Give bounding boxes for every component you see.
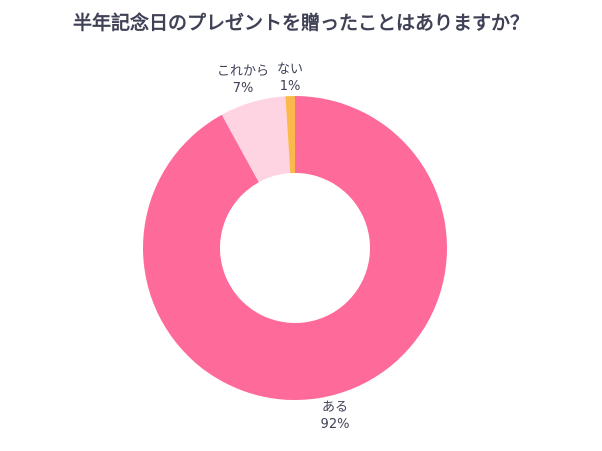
slice-label-0: ある — [322, 400, 348, 415]
slice-value-label-2: 1% — [280, 79, 301, 94]
labels-group: ある 92% これから 7% ない 1% — [217, 62, 349, 432]
chart-title: 半年記念日のプレゼントを贈ったことはありますか？ — [73, 11, 529, 34]
slice-label-2: ない — [277, 62, 303, 77]
slice-label-1: これから — [217, 64, 269, 79]
slice-1 — [221, 96, 291, 183]
slice-0 — [142, 96, 447, 400]
slice-value-label-1: 7% — [233, 81, 254, 96]
slices-group — [142, 96, 447, 400]
slice-value-label-0: 92% — [321, 417, 350, 432]
slice-2 — [285, 96, 295, 174]
